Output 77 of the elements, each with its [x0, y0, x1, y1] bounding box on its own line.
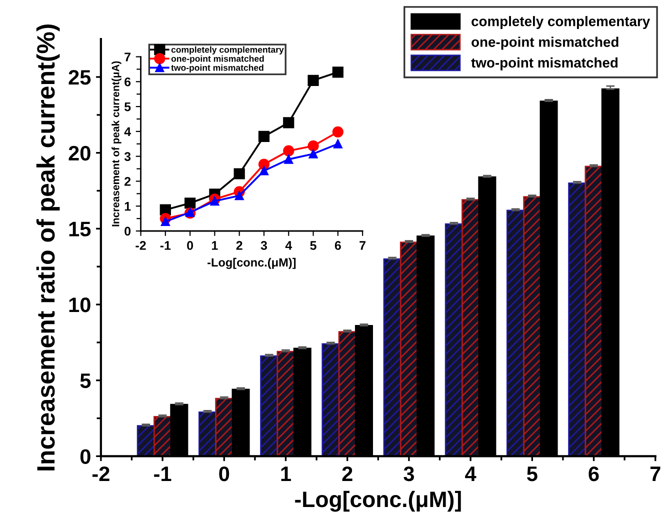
- bar: [506, 210, 525, 456]
- bar: [444, 223, 463, 456]
- bar: [338, 331, 356, 456]
- y-tick-label: 2: [124, 177, 131, 186]
- x-tick-label: 4: [285, 241, 292, 250]
- x-tick-label: 3: [404, 466, 414, 482]
- bar: [383, 258, 402, 456]
- x-axis-title: -Log[conc.(μM)]: [208, 258, 296, 269]
- legend-label: one-point mismatched: [171, 55, 264, 64]
- x-tick-label: -2: [92, 466, 110, 482]
- legend-label: completely complementary: [171, 46, 284, 54]
- point: [258, 158, 270, 170]
- y-tick-label: 0: [124, 226, 131, 236]
- y-tick-label: 20: [68, 146, 90, 161]
- legend-label: one-point mismatched: [472, 36, 618, 50]
- x-tick-label: -1: [154, 466, 172, 482]
- x-tick-label: 0: [219, 466, 230, 482]
- y-tick-label: 15: [69, 222, 91, 236]
- y-tick-label: 4: [124, 127, 131, 136]
- bar: [322, 343, 340, 456]
- bar: [136, 425, 155, 456]
- bar: [260, 355, 278, 456]
- point: [308, 74, 319, 86]
- point: [259, 166, 268, 176]
- bar: [198, 412, 217, 456]
- bar: [215, 398, 234, 456]
- bar: [523, 196, 542, 456]
- y-tick-label: 0: [80, 449, 90, 464]
- point: [332, 126, 344, 138]
- point: [258, 130, 270, 142]
- y-tick-label: 1: [124, 202, 131, 211]
- bar: [584, 166, 603, 456]
- point: [160, 217, 170, 226]
- x-tick-label: 2: [342, 466, 352, 482]
- x-tick-label: 3: [260, 241, 267, 250]
- x-tick-label: 7: [650, 466, 660, 482]
- x-tick-label: 0: [187, 241, 194, 250]
- y-tick-label: 3: [124, 152, 131, 161]
- point: [333, 139, 342, 148]
- y-axis-title: Increasement of peak current(μA): [112, 61, 122, 226]
- point: [308, 149, 318, 158]
- point: [332, 66, 344, 78]
- x-tick-label: 4: [465, 466, 476, 482]
- legend-label: two-point mismatched: [171, 64, 264, 73]
- x-tick-label: 5: [310, 241, 316, 250]
- x-tick-label: -2: [136, 241, 146, 250]
- legend-label: two-point mismatched: [471, 57, 618, 70]
- x-tick-label: 6: [334, 241, 341, 250]
- y-tick-label: 7: [124, 52, 130, 62]
- point: [210, 196, 220, 206]
- point: [234, 168, 245, 180]
- point: [283, 117, 294, 128]
- point: [234, 191, 244, 200]
- y-tick-label: 5: [80, 374, 91, 388]
- legend-label: completely complementary: [472, 16, 650, 29]
- x-tick-label: 1: [212, 241, 218, 250]
- point: [283, 145, 294, 156]
- bar: [568, 182, 586, 456]
- bar: [400, 242, 418, 456]
- bar: [154, 416, 172, 456]
- bar: [462, 199, 480, 456]
- point: [308, 140, 319, 152]
- x-tick-label: 5: [527, 466, 538, 482]
- y-tick-label: 5: [124, 102, 131, 112]
- bar: [276, 350, 295, 456]
- x-tick-label: -1: [160, 241, 171, 250]
- x-tick-label: 7: [360, 241, 366, 250]
- y-tick-label: 10: [69, 298, 90, 312]
- y-tick-label: 6: [124, 77, 131, 86]
- x-tick-label: 6: [588, 466, 599, 482]
- x-axis-title: -Log[conc.(μM)]: [295, 490, 461, 512]
- point: [184, 198, 196, 209]
- x-tick-label: 1: [281, 466, 291, 482]
- point: [284, 154, 294, 164]
- y-tick-label: 25: [68, 70, 91, 85]
- x-tick-label: 2: [236, 241, 242, 250]
- y-axis-title: Increasement ratio of peak current(%): [36, 24, 60, 470]
